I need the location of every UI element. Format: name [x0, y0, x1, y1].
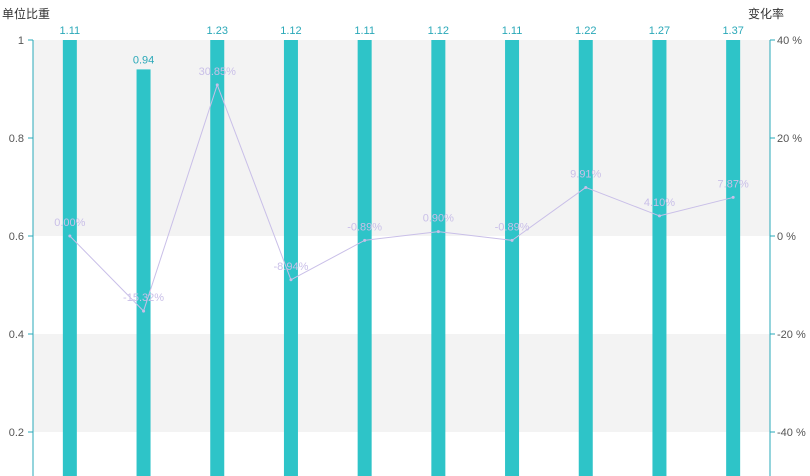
- bar: [136, 69, 151, 476]
- bar-value-label: 1.22: [575, 25, 596, 37]
- y-right-tick-label: -40 %: [777, 427, 806, 439]
- bar: [62, 40, 77, 476]
- bar-value-label: 1.12: [428, 25, 449, 37]
- bar-value-label: 1.11: [354, 25, 375, 37]
- bar: [357, 40, 372, 476]
- line-point: [142, 309, 146, 313]
- labels: 1.11 0.94 1.23 1.12 1.11 1.12 1.11 1.22 1.27 1.37…: [54, 25, 749, 304]
- change-rate-label: 7.87%: [718, 178, 749, 190]
- bar: [652, 40, 667, 476]
- y-right-tick-label: 0 %: [777, 231, 796, 243]
- bar: [726, 40, 741, 476]
- grid-band-2: [33, 334, 770, 432]
- line-point: [436, 230, 440, 234]
- bar: [578, 40, 593, 476]
- y-left-tick-label: 0.2: [9, 427, 24, 439]
- y-left-tick-label: 0.6: [9, 231, 24, 243]
- line-point: [363, 238, 367, 242]
- change-rate-label: 0.90%: [423, 213, 454, 225]
- change-rate-label: -0.89%: [347, 221, 382, 233]
- line-point: [657, 214, 661, 218]
- y-left-tick-label: 0.4: [9, 329, 24, 341]
- bar: [283, 40, 298, 476]
- bar: [505, 40, 520, 476]
- axes: 0.2 0.4 0.6 0.8 1 -40 % -20 % 0 % 20 % 40 %: [9, 35, 806, 476]
- y-right-tick-label: 40 %: [777, 35, 802, 47]
- change-rate-label: 0.00%: [54, 217, 85, 229]
- grid-band-1: [33, 138, 770, 236]
- bar-value-label: 1.27: [649, 25, 670, 37]
- line-point: [289, 278, 293, 282]
- change-rate-label: -0.89%: [495, 221, 530, 233]
- line-point: [510, 238, 514, 242]
- line-point: [731, 195, 735, 199]
- line-point: [584, 185, 588, 189]
- change-rate-label: 4.10%: [644, 197, 675, 209]
- bar-value-label: 1.12: [280, 25, 301, 37]
- grid-band-0: [33, 40, 770, 138]
- bar-value-label: 1.37: [722, 25, 743, 37]
- change-rate-label: 30.85%: [199, 66, 237, 78]
- y-right-tick-label: 20 %: [777, 133, 802, 145]
- line-point: [68, 234, 72, 238]
- line-series: [68, 83, 735, 313]
- bar-value-label: 1.11: [60, 25, 81, 37]
- change-rate-line: [69, 83, 734, 313]
- y-right-axis-name: 变化率: [748, 6, 784, 21]
- bar-value-label: 1.11: [502, 25, 523, 37]
- bar: [431, 40, 446, 476]
- bar-value-label: 0.94: [133, 54, 154, 66]
- y-left-axis-name: 单位比重: [2, 6, 50, 21]
- change-rate-label: 9.91%: [570, 168, 601, 180]
- bars: [62, 40, 741, 476]
- y-left-tick-label: 1: [18, 35, 24, 47]
- change-rate-label: -8.94%: [274, 261, 309, 273]
- change-rate-label: -15.32%: [123, 292, 164, 304]
- y-left-tick-label: 0.8: [9, 133, 24, 145]
- bar: [210, 40, 225, 476]
- line-point: [215, 83, 219, 87]
- grid-bands: [33, 40, 770, 432]
- bar-value-label: 1.23: [207, 25, 228, 37]
- y-right-tick-label: -20 %: [777, 329, 806, 341]
